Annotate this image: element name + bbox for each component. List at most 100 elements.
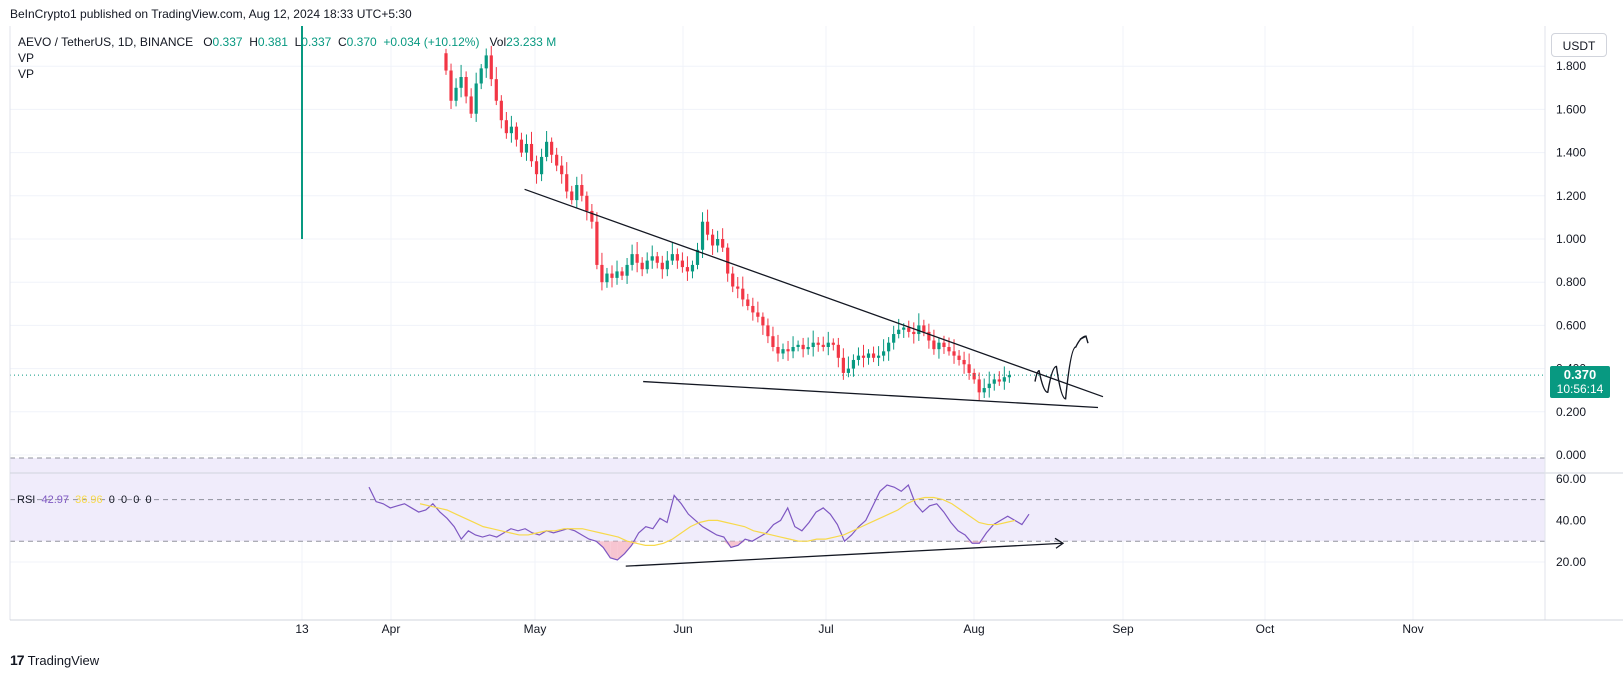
candle-body	[781, 349, 785, 354]
candle-body	[791, 347, 795, 352]
candle-body	[630, 254, 634, 265]
candle-body	[962, 359, 966, 365]
x-tick-label: Aug	[963, 622, 984, 636]
candle-body	[685, 267, 690, 272]
change-value: +0.034 (+10.12%)	[383, 35, 480, 49]
low-label: L	[294, 35, 302, 49]
candle-body	[585, 195, 589, 211]
candle-body	[841, 357, 845, 373]
rsi-label[interactable]: RSI	[17, 494, 36, 506]
candle-body	[529, 143, 534, 162]
candle-body	[660, 262, 664, 270]
rsi-flag-4: 0	[145, 494, 152, 506]
candle-body	[489, 55, 493, 80]
close-label: C	[338, 35, 347, 49]
candle-body	[902, 327, 906, 330]
candle-body	[459, 77, 463, 88]
candle-body	[746, 299, 750, 306]
current-price-tag: 0.370 10:56:14	[1550, 366, 1610, 398]
candle-body	[504, 120, 508, 134]
tradingview-brand: TradingView	[27, 652, 100, 668]
x-tick-label: Jun	[673, 622, 692, 636]
y-tick-label: 1.000	[1556, 232, 1586, 246]
candle-body	[826, 342, 830, 347]
x-tick-label: 13	[295, 622, 309, 636]
rsi-flag-1: 0	[108, 494, 115, 506]
candle-body	[519, 139, 524, 153]
candle-body	[751, 305, 755, 313]
close-value: 0.370	[346, 35, 377, 49]
rsi-band	[10, 457, 1545, 542]
candle-body	[861, 355, 866, 358]
tradingview-logo[interactable]: 17 TradingView	[10, 652, 99, 668]
rsi-divergence-line	[625, 542, 1064, 567]
candle-body	[922, 325, 926, 332]
current-price: 0.370	[1563, 367, 1597, 382]
candle-body	[705, 221, 710, 235]
triangle-upper-line	[524, 188, 1104, 398]
candle-body	[565, 174, 569, 192]
candle-body	[761, 316, 765, 326]
candle-body	[570, 191, 574, 201]
candle-body	[876, 355, 881, 358]
candle-body	[932, 340, 936, 350]
y-tick-label: 1.400	[1556, 146, 1586, 160]
candles	[301, 26, 1011, 401]
x-tick-label: Jul	[818, 622, 833, 636]
candle-body	[690, 264, 695, 272]
candle-body	[871, 353, 876, 358]
candle-body	[912, 331, 916, 335]
candle-body	[635, 254, 639, 263]
candle-body	[444, 53, 448, 71]
candle-body	[736, 286, 740, 289]
candle-body	[625, 264, 629, 276]
candle-body	[866, 353, 871, 358]
candle-body	[595, 221, 599, 265]
candle-body	[469, 96, 473, 114]
candle-body	[575, 185, 579, 201]
candle-body	[1007, 375, 1011, 378]
candle-body	[726, 247, 730, 274]
candle-body	[972, 372, 976, 380]
candle-body	[539, 156, 544, 175]
candle-body	[590, 210, 594, 222]
x-tick-label: Nov	[1402, 622, 1423, 636]
candle-body	[560, 165, 564, 175]
y-tick-label: 0.000	[1556, 448, 1586, 462]
candle-body	[992, 379, 996, 384]
rsi-oversold-fill	[738, 541, 746, 546]
rsi-tick-label: 40.00	[1556, 513, 1586, 527]
candle-body	[947, 347, 951, 352]
y-tick-label: 1.600	[1556, 102, 1586, 116]
rsi-flag-3: 0	[133, 494, 140, 506]
rsi-legend: RSI 42.97 36.96 0 0 0 0	[17, 494, 152, 506]
x-tick-label: Apr	[382, 622, 401, 636]
projection-path	[1034, 335, 1087, 400]
candle-body	[997, 379, 1001, 382]
vol-label: Vol	[489, 35, 507, 49]
candle-body	[555, 154, 559, 166]
candle-body	[650, 256, 654, 261]
candle-body	[806, 347, 810, 350]
symbol-name[interactable]: AEVO / TetherUS, 1D, BINANCE	[18, 35, 194, 49]
currency-button[interactable]: USDT	[1551, 33, 1607, 57]
candle-body	[464, 77, 468, 97]
candle-body	[917, 325, 921, 335]
ohlc-row: AEVO / TetherUS, 1D, BINANCE O0.337 H0.3…	[18, 34, 556, 50]
candle-body	[605, 273, 609, 283]
indicator-vp-2[interactable]: VP	[18, 67, 35, 81]
indicator-vp-1[interactable]: VP	[18, 51, 35, 65]
candle-body	[655, 256, 659, 263]
candle-body	[484, 55, 488, 69]
candle-body	[927, 331, 931, 341]
candle-body	[796, 344, 800, 347]
rsi-oversold-fill	[603, 541, 611, 558]
y-tick-label: 1.200	[1556, 189, 1586, 203]
rsi-oversold-fill	[610, 541, 618, 560]
candle-body	[887, 342, 891, 352]
candle-body	[524, 143, 529, 153]
candle-body	[716, 239, 720, 246]
rsi-ma-value: 36.96	[75, 494, 103, 506]
candle-body	[907, 327, 911, 332]
